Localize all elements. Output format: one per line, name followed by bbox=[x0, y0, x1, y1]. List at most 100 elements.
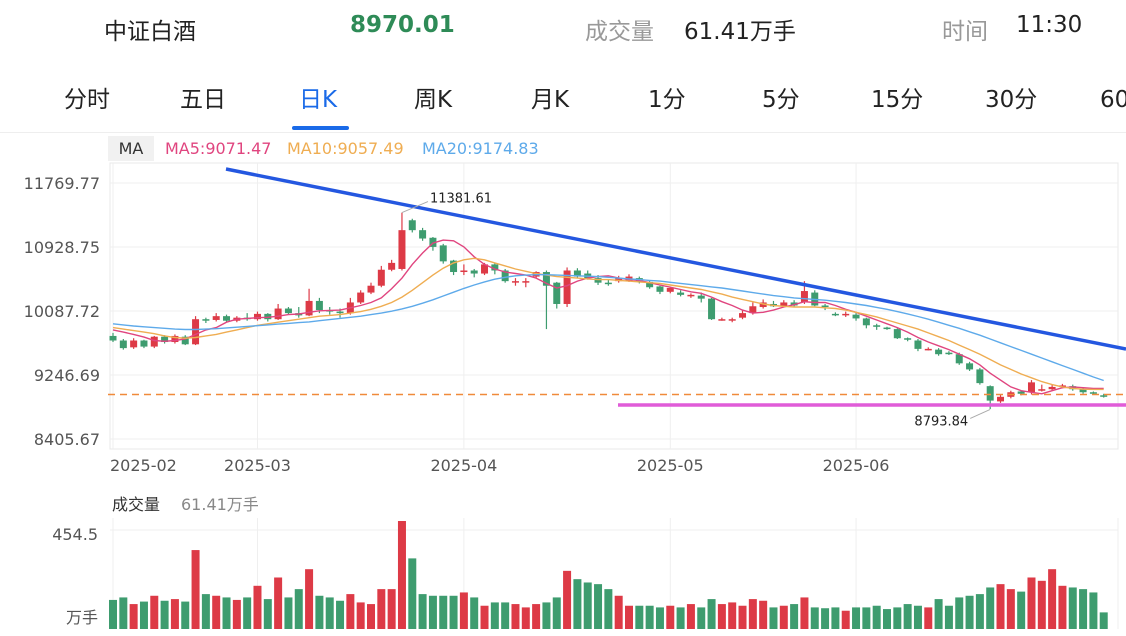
volume-bar bbox=[594, 584, 603, 629]
candle-body bbox=[202, 319, 210, 321]
volume-bar bbox=[109, 599, 117, 629]
volume-bar bbox=[284, 597, 293, 629]
volume-bar bbox=[552, 597, 561, 629]
tab-five-day[interactable]: 五日 bbox=[180, 87, 226, 113]
indicator-selector[interactable]: MA bbox=[108, 136, 154, 161]
volume-bar bbox=[563, 570, 572, 629]
candle-body bbox=[367, 285, 375, 293]
candle-body bbox=[439, 245, 447, 262]
candle-body bbox=[284, 308, 292, 314]
candle-body bbox=[914, 340, 922, 349]
volume-bar bbox=[253, 585, 262, 629]
index-price: 8970.01 bbox=[350, 12, 455, 38]
volume-bar bbox=[748, 599, 757, 629]
ma10-line bbox=[112, 257, 1104, 391]
candle-body bbox=[109, 335, 117, 341]
tab-5min[interactable]: 5分 bbox=[762, 87, 800, 113]
candle-body bbox=[986, 386, 994, 401]
candle-body bbox=[955, 354, 963, 364]
tab-intraday[interactable]: 分时 bbox=[64, 87, 110, 113]
candle-body bbox=[1079, 389, 1087, 393]
volume-value: 61.41万手 bbox=[684, 19, 796, 45]
candle-body bbox=[563, 270, 571, 304]
volume-bar bbox=[759, 600, 768, 629]
volume-bar bbox=[1017, 591, 1026, 629]
volume-bar bbox=[1068, 587, 1077, 629]
ma20-legend: MA20:9174.83 bbox=[422, 139, 539, 158]
volume-bar bbox=[1058, 585, 1067, 629]
candle-body bbox=[935, 349, 943, 355]
volume-bar bbox=[119, 597, 128, 629]
volume-bar bbox=[542, 602, 551, 629]
volume-bar bbox=[903, 604, 912, 629]
volume-bar bbox=[397, 521, 406, 629]
candle-body bbox=[904, 338, 912, 340]
plot-frame bbox=[109, 162, 1119, 450]
volume-bar bbox=[449, 595, 458, 629]
tab-1min[interactable]: 1分 bbox=[648, 87, 686, 113]
volume-bar bbox=[305, 569, 314, 629]
annotation-leader bbox=[969, 409, 991, 419]
tab-weekly-k[interactable]: 周K bbox=[414, 87, 453, 113]
volume-bar bbox=[1006, 589, 1015, 629]
volume-bar bbox=[810, 607, 819, 629]
ma5-line bbox=[112, 239, 1104, 395]
candle-body bbox=[377, 269, 385, 286]
volume-bar bbox=[934, 599, 943, 629]
candle-body bbox=[130, 340, 138, 348]
candle-body bbox=[212, 316, 220, 320]
candle-body bbox=[542, 272, 550, 286]
candle-body bbox=[924, 348, 932, 351]
candle-body bbox=[997, 396, 1005, 402]
candle-body bbox=[119, 340, 127, 349]
volume-bar bbox=[821, 608, 830, 629]
volume-bar bbox=[356, 602, 365, 629]
candle-body bbox=[945, 352, 953, 355]
candle-body bbox=[1089, 392, 1097, 394]
candle-body bbox=[388, 262, 396, 270]
volume-bar bbox=[655, 607, 664, 629]
candle-body bbox=[883, 327, 891, 330]
candle-body bbox=[1027, 382, 1035, 393]
candle-body bbox=[842, 313, 850, 316]
volume-bar bbox=[1037, 580, 1046, 629]
y-tick-label: 10928.75 bbox=[24, 238, 100, 257]
candle-body bbox=[615, 278, 623, 282]
candle-body bbox=[976, 369, 984, 384]
volume-bar bbox=[222, 597, 231, 629]
volume-bar bbox=[521, 607, 530, 629]
x-tick-label: 2025-06 bbox=[823, 456, 890, 475]
volume-bar bbox=[191, 550, 200, 629]
volume-bar bbox=[666, 605, 675, 629]
y-tick-label: 9246.69 bbox=[34, 366, 100, 385]
candle-body bbox=[677, 292, 685, 295]
volume-bar bbox=[232, 599, 241, 629]
time-label: 时间 bbox=[942, 19, 988, 45]
volume-bar bbox=[955, 597, 964, 629]
volume-bar bbox=[480, 605, 489, 629]
volume-bar bbox=[263, 599, 272, 629]
active-tab-indicator bbox=[292, 126, 349, 130]
candle-body bbox=[1048, 386, 1056, 390]
quote-header: 中证白酒 8970.01 成交量 61.41万手 时间 11:30 bbox=[0, 0, 1126, 60]
candle-body bbox=[1038, 389, 1046, 391]
volume-bar bbox=[129, 604, 138, 629]
candle-body bbox=[305, 300, 313, 316]
candle-body bbox=[450, 260, 458, 273]
volume-bar bbox=[697, 607, 706, 629]
candle-body bbox=[966, 363, 974, 370]
candle-body bbox=[140, 340, 148, 347]
tab-30min[interactable]: 30分 bbox=[985, 87, 1038, 113]
tab-daily-k[interactable]: 日K bbox=[299, 87, 338, 113]
tab-monthly-k[interactable]: 月K bbox=[531, 87, 570, 113]
volume-bar bbox=[893, 607, 902, 629]
tab-15min[interactable]: 15分 bbox=[871, 87, 924, 113]
volume-bar bbox=[490, 602, 499, 629]
candle-body bbox=[192, 319, 200, 345]
candle-body bbox=[573, 270, 581, 277]
volume-bar bbox=[883, 609, 891, 629]
candle-body bbox=[646, 281, 654, 288]
tab-60min[interactable]: 60分 bbox=[1100, 87, 1126, 113]
candle-body bbox=[511, 281, 519, 283]
